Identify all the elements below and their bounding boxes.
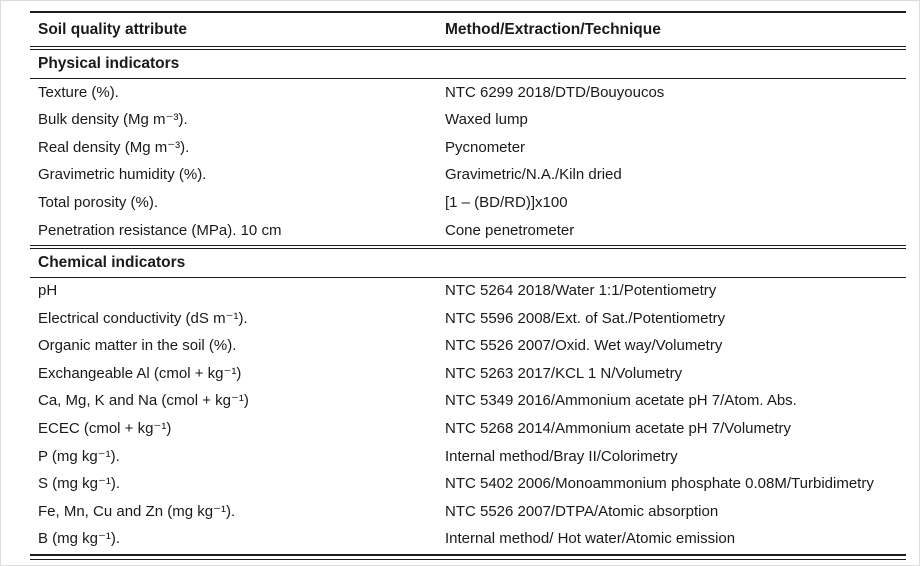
attribute-cell: Organic matter in the soil (%).: [38, 338, 237, 355]
table-row: Bulk density (Mg m⁻³). Waxed lump: [30, 107, 906, 135]
section-title: Physical indicators: [38, 55, 180, 73]
method-cell: Internal method/ Hot water/Atomic emissi…: [445, 531, 736, 548]
table-row: Penetration resistance (MPa). 10 cm Cone…: [30, 217, 906, 245]
column-header-method: Method/Extraction/Technique: [445, 20, 661, 38]
table-row: Real density (Mg m⁻³). Pycnometer: [30, 134, 906, 162]
section-divider-rule: [30, 244, 906, 249]
method-cell: NTC 5264 2018/Water 1:1/Potentiometry: [445, 283, 717, 300]
soil-quality-table: Soil quality attribute Method/Extraction…: [30, 11, 906, 560]
attribute-cell: Gravimetric humidity (%).: [38, 167, 207, 184]
method-cell: Pycnometer: [445, 139, 526, 156]
attribute-cell: Total porosity (%).: [38, 194, 159, 211]
attribute-cell: P (mg kg⁻¹).: [38, 448, 120, 465]
attribute-cell: Real density (Mg m⁻³).: [38, 139, 190, 156]
bottom-rule: [30, 553, 906, 560]
method-cell: Cone penetrometer: [445, 222, 575, 239]
table-row: pH NTC 5264 2018/Water 1:1/Potentiometry: [30, 278, 906, 306]
method-cell: NTC 5349 2016/Ammonium acetate pH 7/Atom…: [445, 393, 797, 410]
table-header-row: Soil quality attribute Method/Extraction…: [30, 13, 906, 46]
table-row: P (mg kg⁻¹). Internal method/Bray II/Col…: [30, 443, 906, 471]
attribute-cell: S (mg kg⁻¹).: [38, 476, 121, 493]
method-cell: NTC 5263 2017/KCL 1 N/Volumetry: [445, 365, 683, 382]
section-header-chemical: Chemical indicators: [30, 249, 906, 277]
method-cell: [1 – (BD/RD)]x100: [445, 194, 568, 211]
section-title: Chemical indicators: [38, 254, 186, 272]
method-cell: NTC 5596 2008/Ext. of Sat./Potentiometry: [445, 310, 726, 327]
method-cell: Gravimetric/N.A./Kiln dried: [445, 167, 622, 184]
table-row: B (mg kg⁻¹). Internal method/ Hot water/…: [30, 526, 906, 554]
table-row: ECEC (cmol + kg⁻¹) NTC 5268 2014/Ammoniu…: [30, 416, 906, 444]
attribute-cell: B (mg kg⁻¹).: [38, 531, 121, 548]
method-cell: Waxed lump: [445, 112, 528, 129]
table-row: S (mg kg⁻¹). NTC 5402 2006/Monoammonium …: [30, 471, 906, 499]
attribute-cell: Exchangeable Al (cmol + kg⁻¹): [38, 365, 242, 382]
method-cell: NTC 5526 2007/Oxid. Wet way/Volumetry: [445, 338, 723, 355]
attribute-cell: Fe, Mn, Cu and Zn (mg kg⁻¹).: [38, 503, 236, 520]
method-cell: NTC 6299 2018/DTD/Bouyoucos: [445, 84, 665, 101]
table-row: Gravimetric humidity (%). Gravimetric/N.…: [30, 162, 906, 190]
header-rule: [30, 46, 906, 50]
table-row: Organic matter in the soil (%). NTC 5526…: [30, 333, 906, 361]
table-row: Electrical conductivity (dS m⁻¹). NTC 55…: [30, 305, 906, 333]
attribute-cell: Penetration resistance (MPa). 10 cm: [38, 222, 282, 239]
attribute-cell: Texture (%).: [38, 84, 119, 101]
section-rule: [30, 78, 906, 79]
attribute-cell: Electrical conductivity (dS m⁻¹).: [38, 310, 248, 327]
attribute-cell: Ca, Mg, K and Na (cmol + kg⁻¹): [38, 393, 249, 410]
section-header-physical: Physical indicators: [30, 50, 906, 78]
attribute-cell: pH: [38, 283, 58, 300]
column-header-attribute: Soil quality attribute: [38, 20, 187, 38]
table-row: Total porosity (%). [1 – (BD/RD)]x100: [30, 189, 906, 217]
top-rule: [30, 11, 906, 13]
method-cell: Internal method/Bray II/Colorimetry: [445, 448, 678, 465]
table-row: Exchangeable Al (cmol + kg⁻¹) NTC 5263 2…: [30, 360, 906, 388]
section-rule: [30, 276, 906, 278]
attribute-cell: ECEC (cmol + kg⁻¹): [38, 421, 172, 438]
method-cell: NTC 5402 2006/Monoammonium phosphate 0.0…: [445, 476, 874, 493]
method-cell: NTC 5268 2014/Ammonium acetate pH 7/Volu…: [445, 421, 792, 438]
table-row: Ca, Mg, K and Na (cmol + kg⁻¹) NTC 5349 …: [30, 388, 906, 416]
attribute-cell: Bulk density (Mg m⁻³).: [38, 112, 188, 129]
table-row: Fe, Mn, Cu and Zn (mg kg⁻¹). NTC 5526 20…: [30, 498, 906, 526]
method-cell: NTC 5526 2007/DTPA/Atomic absorption: [445, 503, 719, 520]
table-row: Texture (%). NTC 6299 2018/DTD/Bouyoucos: [30, 79, 906, 107]
